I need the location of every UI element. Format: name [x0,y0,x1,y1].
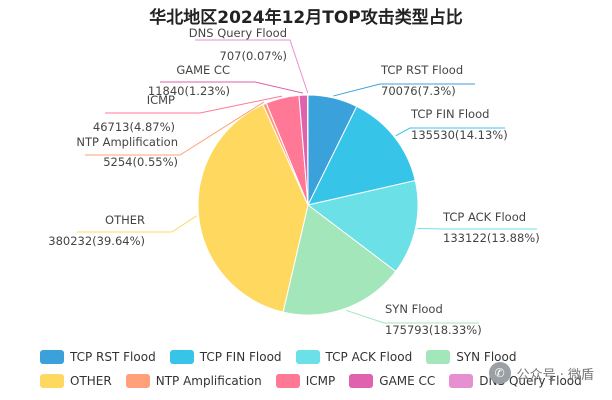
slice-value-label: 175793(18.33%) [385,323,482,337]
legend-label: GAME CC [379,373,436,388]
slice-value-label: 135530(14.13%) [411,128,508,142]
legend-label: SYN Flood [456,349,517,364]
slice-name-label: ICMP [147,93,175,107]
legend-item-tcp-ack-flood[interactable]: TCP ACK Flood [295,349,413,364]
slice-value-label: 707(0.07%) [220,49,287,63]
leader-line-ntp-amplification [85,101,265,156]
slice-value-label: 133122(13.88%) [443,231,540,245]
pie-slice-dns-query-flood[interactable] [306,94,309,206]
leader-line-game-cc [160,81,304,94]
legend-swatch [426,349,451,364]
legend-item-icmp[interactable]: ICMP [275,373,336,388]
legend-swatch [295,349,320,364]
legend-label: OTHER [70,373,112,388]
leader-line-icmp [105,95,283,114]
slice-value-label: 5254(0.55%) [103,155,178,169]
legend-item-tcp-rst-flood[interactable]: TCP RST Flood [40,349,156,364]
chart-title: 华北地区2024年12月TOP攻击类型占比 [149,7,462,28]
pie-slice-syn-flood[interactable] [282,204,397,316]
legend-swatch [275,373,300,388]
slice-name-label: TCP FIN Flood [410,107,489,121]
legend-item-game-cc[interactable]: GAME CC [349,373,435,388]
legend-item-other[interactable]: OTHER [40,373,112,388]
slice-name-label: TCP ACK Flood [442,210,526,224]
leader-line-dns-query-flood [195,39,309,94]
legend-item-ntp-amplification[interactable]: NTP Amplification [125,373,262,388]
legend-swatch [40,373,64,388]
leader-line-tcp-fin-flood [395,127,505,137]
legend-swatch [349,373,374,388]
legend-label: NTP Amplification [155,373,262,388]
slice-name-label: OTHER [105,213,145,227]
legend-swatch [169,349,194,364]
slice-value-label: 70076(7.3%) [381,84,456,98]
legend-swatch [125,373,150,388]
slice-name-label: SYN Flood [385,302,443,316]
slice-name-label: NTP Amplification [76,135,178,149]
pie-slice-tcp-fin-flood[interactable] [307,105,416,206]
wechat-icon: ✆ [488,362,511,384]
pie-slice-other[interactable] [197,104,309,313]
leader-line-other [77,215,197,233]
slice-name-label: GAME CC [176,63,230,77]
legend-label: ICMP [305,373,336,388]
legend-label: TCP FIN Flood [199,349,282,364]
legend-swatch [40,349,64,364]
legend-swatch [449,373,474,388]
legend-item-syn-flood[interactable]: SYN Flood [426,349,516,364]
slice-value-label: 380232(39.64%) [48,234,145,248]
legend-item-tcp-fin-flood[interactable]: TCP FIN Flood [169,349,282,364]
slice-value-label: 46713(4.87%) [93,120,175,134]
legend-label: TCP ACK Flood [325,349,413,364]
slice-value-label: 11840(1.23%) [148,84,230,98]
slice-name-label: DNS Query Flood [189,26,287,40]
legend-label: TCP RST Flood [70,349,156,364]
leader-line-tcp-rst-flood [333,83,475,97]
legend: TCP RST Flood TCP FIN Flood TCP ACK Flood S… [40,349,600,388]
watermark: ✆ 公众号 · 微盾 [488,362,594,384]
slice-name-label: TCP RST Flood [380,63,463,77]
leader-line-syn-flood [345,309,479,324]
pie-slice-tcp-ack-flood[interactable] [306,179,419,273]
watermark-text: 公众号 · 微盾 [516,367,594,383]
